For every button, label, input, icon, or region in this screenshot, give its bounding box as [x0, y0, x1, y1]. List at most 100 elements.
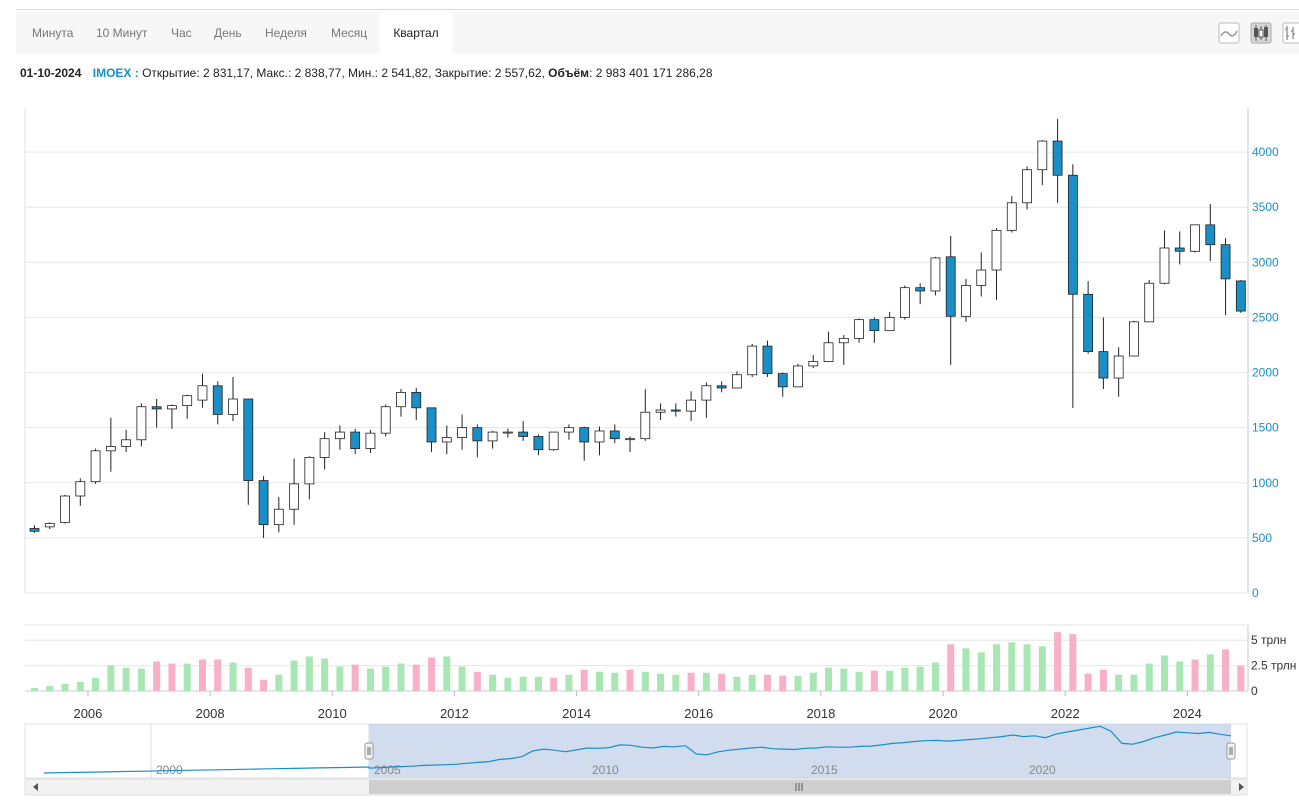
candle-down[interactable] [1235, 280, 1246, 312]
volume-bar[interactable] [92, 677, 100, 691]
volume-bar[interactable] [611, 672, 619, 691]
volume-bar[interactable] [61, 683, 69, 691]
scrollbar-thumb[interactable] [369, 780, 1231, 794]
volume-bar[interactable] [855, 671, 863, 691]
candle-down[interactable] [670, 409, 681, 412]
candle-up[interactable] [44, 523, 55, 528]
candle-down[interactable] [762, 345, 773, 375]
volume-bar[interactable] [504, 677, 512, 691]
candle-up[interactable] [991, 229, 1002, 271]
candle-down[interactable] [212, 385, 223, 415]
volume-bar[interactable] [137, 668, 145, 691]
volume-bar[interactable] [519, 676, 527, 691]
candle-up[interactable] [930, 257, 941, 292]
volume-bar[interactable] [351, 664, 359, 691]
volume-bar[interactable] [489, 674, 497, 691]
candle-down[interactable] [609, 430, 620, 440]
volume-bar[interactable] [412, 664, 420, 691]
volume-bar[interactable] [382, 666, 390, 691]
candle-up[interactable] [1022, 169, 1032, 204]
candle-up[interactable] [441, 437, 452, 443]
tab-week[interactable]: Неделя [265, 26, 307, 40]
candle-up[interactable] [487, 431, 498, 442]
candle-up[interactable] [564, 427, 574, 433]
candle-down[interactable] [716, 385, 727, 389]
candle-down[interactable] [1205, 224, 1216, 246]
candle-up[interactable] [121, 439, 132, 447]
navigator-window[interactable] [369, 724, 1231, 778]
volume-bar[interactable] [840, 668, 848, 691]
candle-up[interactable] [273, 508, 284, 526]
tab-10-minutes[interactable]: 10 Минут [96, 26, 148, 40]
volume-bar[interactable] [641, 671, 649, 691]
candle-up[interactable] [594, 430, 605, 443]
candle-up[interactable] [380, 406, 391, 434]
volume-bar[interactable] [901, 667, 909, 691]
candle-up[interactable] [686, 399, 697, 412]
candle-up[interactable] [1037, 140, 1048, 171]
candle-up[interactable] [136, 406, 147, 441]
candle-down[interactable] [258, 480, 269, 526]
volume-bar[interactable] [947, 644, 955, 691]
candle-down[interactable] [533, 436, 544, 451]
candlestick-icon[interactable] [1250, 22, 1272, 44]
candle-up[interactable] [90, 450, 101, 483]
volume-bar[interactable] [122, 667, 130, 691]
candle-up[interactable] [548, 431, 559, 451]
volume-bar[interactable] [183, 663, 191, 691]
volume-bar[interactable] [977, 652, 985, 691]
volume-bar[interactable] [962, 648, 970, 691]
candle-down[interactable] [1083, 293, 1094, 353]
candle-up[interactable] [1129, 321, 1139, 357]
candle-down[interactable] [945, 256, 956, 317]
tab-quarter[interactable]: Квартал [380, 12, 452, 54]
candle-up[interactable] [228, 398, 238, 415]
volume-bar[interactable] [809, 672, 817, 691]
tab-hour[interactable]: Час [171, 26, 192, 40]
candle-up[interactable] [961, 285, 971, 317]
candle-up[interactable] [334, 431, 345, 440]
candle-up[interactable] [365, 432, 376, 450]
candle-up[interactable] [747, 345, 758, 376]
volume-bar[interactable] [443, 656, 451, 691]
candle-up[interactable] [640, 411, 651, 440]
volume-bar[interactable] [290, 660, 298, 691]
volume-bar[interactable] [1115, 674, 1123, 691]
volume-bar[interactable] [993, 644, 1001, 691]
candle-down[interactable] [579, 427, 590, 443]
volume-bar[interactable] [748, 674, 756, 691]
volume-bar[interactable] [1023, 644, 1031, 691]
volume-bar[interactable] [626, 669, 634, 691]
volume-bar[interactable] [916, 666, 924, 691]
volume-bar[interactable] [321, 658, 329, 691]
tab-day[interactable]: День [214, 26, 242, 40]
volume-bar[interactable] [779, 675, 787, 691]
candle-down[interactable] [1220, 244, 1231, 280]
volume-bar[interactable] [168, 663, 176, 691]
candle-up[interactable] [289, 483, 299, 510]
volume-bar[interactable] [1206, 654, 1214, 691]
candle-up[interactable] [976, 269, 987, 286]
volume-bar[interactable] [733, 676, 741, 691]
candle-up[interactable] [655, 409, 666, 413]
candle-down[interactable] [915, 287, 926, 292]
scroll-left-arrow-icon[interactable] [33, 783, 38, 791]
candle-down[interactable] [777, 373, 788, 388]
volume-bar[interactable] [153, 661, 161, 691]
volume-bar[interactable] [1084, 673, 1092, 691]
volume-bar[interactable] [672, 674, 680, 691]
candle-up[interactable] [75, 481, 86, 497]
navigator-handle[interactable] [364, 742, 374, 760]
candle-down[interactable] [1174, 247, 1185, 252]
candle-up[interactable] [899, 287, 910, 318]
volume-bar[interactable] [336, 666, 344, 691]
volume-bar[interactable] [214, 659, 222, 691]
line-chart-icon[interactable] [1218, 22, 1240, 44]
candle-up[interactable] [457, 427, 467, 438]
volume-bar[interactable] [718, 673, 726, 691]
volume-bar[interactable] [1099, 669, 1107, 691]
candle-down[interactable] [869, 319, 880, 332]
volume-bar[interactable] [107, 665, 115, 691]
candle-down[interactable] [426, 407, 437, 443]
